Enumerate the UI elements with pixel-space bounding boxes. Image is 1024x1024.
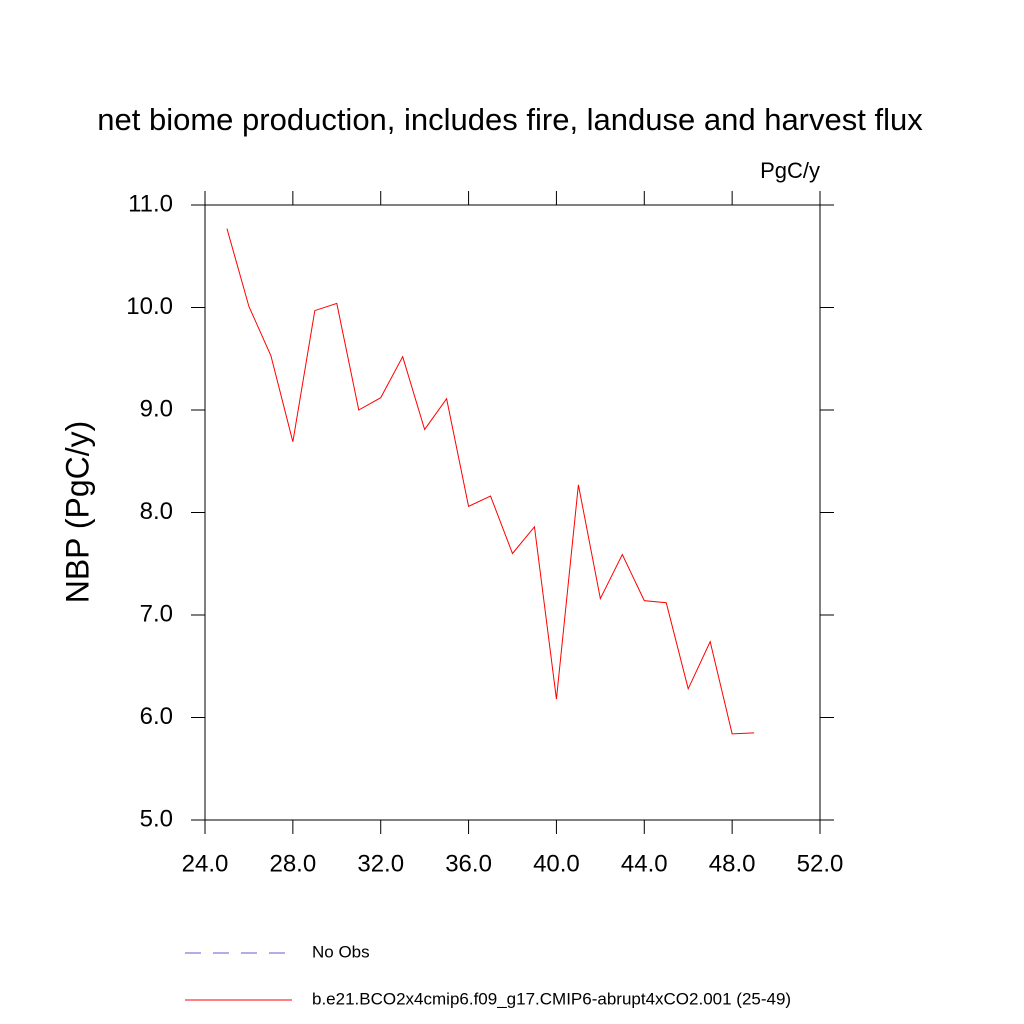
legend-label: b.e21.BCO2x4cmip6.f09_g17.CMIP6-abrupt4x… [312, 989, 791, 1008]
x-tick-label: 32.0 [357, 850, 404, 877]
y-tick-label: 8.0 [140, 498, 173, 525]
x-tick-label: 28.0 [269, 850, 316, 877]
x-tick-label: 24.0 [182, 850, 229, 877]
y-tick-label: 6.0 [140, 703, 173, 730]
y-tick-label: 9.0 [140, 395, 173, 422]
x-tick-label: 48.0 [709, 850, 756, 877]
x-tick-label: 36.0 [445, 850, 492, 877]
y-tick-label: 7.0 [140, 600, 173, 627]
y-axis-label: NBP (PgC/y) [59, 421, 95, 604]
y-tick-label: 10.0 [126, 293, 173, 320]
chart-title: net biome production, includes fire, lan… [97, 102, 923, 137]
x-tick-label: 40.0 [533, 850, 580, 877]
x-tick-label: 44.0 [621, 850, 668, 877]
plot-frame [204, 204, 821, 821]
y-tick-label: 11.0 [128, 190, 173, 217]
legend-label: No Obs [312, 942, 370, 961]
units-label: PgC/y [760, 158, 820, 183]
x-tick-label: 52.0 [797, 850, 844, 877]
series-line [226, 228, 755, 735]
y-tick-label: 5.0 [140, 805, 173, 832]
